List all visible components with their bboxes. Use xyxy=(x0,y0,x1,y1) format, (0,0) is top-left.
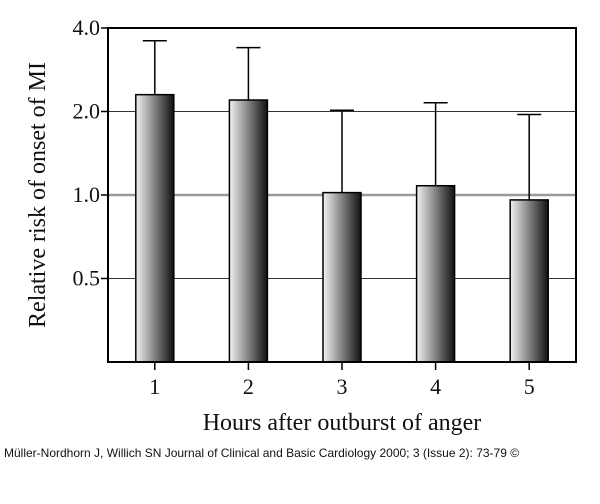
y-tick-label: 0.5 xyxy=(73,266,101,291)
bar-layer xyxy=(135,93,549,363)
y-tick-label: 1.0 xyxy=(73,182,101,207)
bar-hour-5 xyxy=(509,199,549,363)
x-tick-label: 3 xyxy=(337,374,348,399)
y-axis-title: Relative risk of onset of MI xyxy=(25,62,51,328)
bar-hour-3 xyxy=(322,191,362,363)
bar-hour-1 xyxy=(135,93,175,363)
bar-chart: 4.0 2.0 1.0 0.5 1 2 3 4 5 Hours after outburst … xyxy=(25,15,577,436)
error-bar-layer xyxy=(142,39,542,200)
x-tick-label: 2 xyxy=(243,374,254,399)
bar-hour-4 xyxy=(415,184,456,363)
y-tick-label: 2.0 xyxy=(73,99,101,124)
x-axis-title: Hours after outburst of anger xyxy=(203,410,482,436)
x-tick-label: 5 xyxy=(524,374,535,399)
x-tick-label: 1 xyxy=(149,374,160,399)
x-axis-ticks: 1 2 3 4 5 xyxy=(149,362,535,399)
bar-hour-2 xyxy=(228,99,269,363)
x-tick-label: 4 xyxy=(430,374,441,399)
citation: Müller-Nordhorn J, Willich SN Journal of… xyxy=(4,446,520,460)
y-tick-label: 4.0 xyxy=(73,15,101,40)
y-axis-ticks: 4.0 2.0 1.0 0.5 xyxy=(73,15,108,291)
